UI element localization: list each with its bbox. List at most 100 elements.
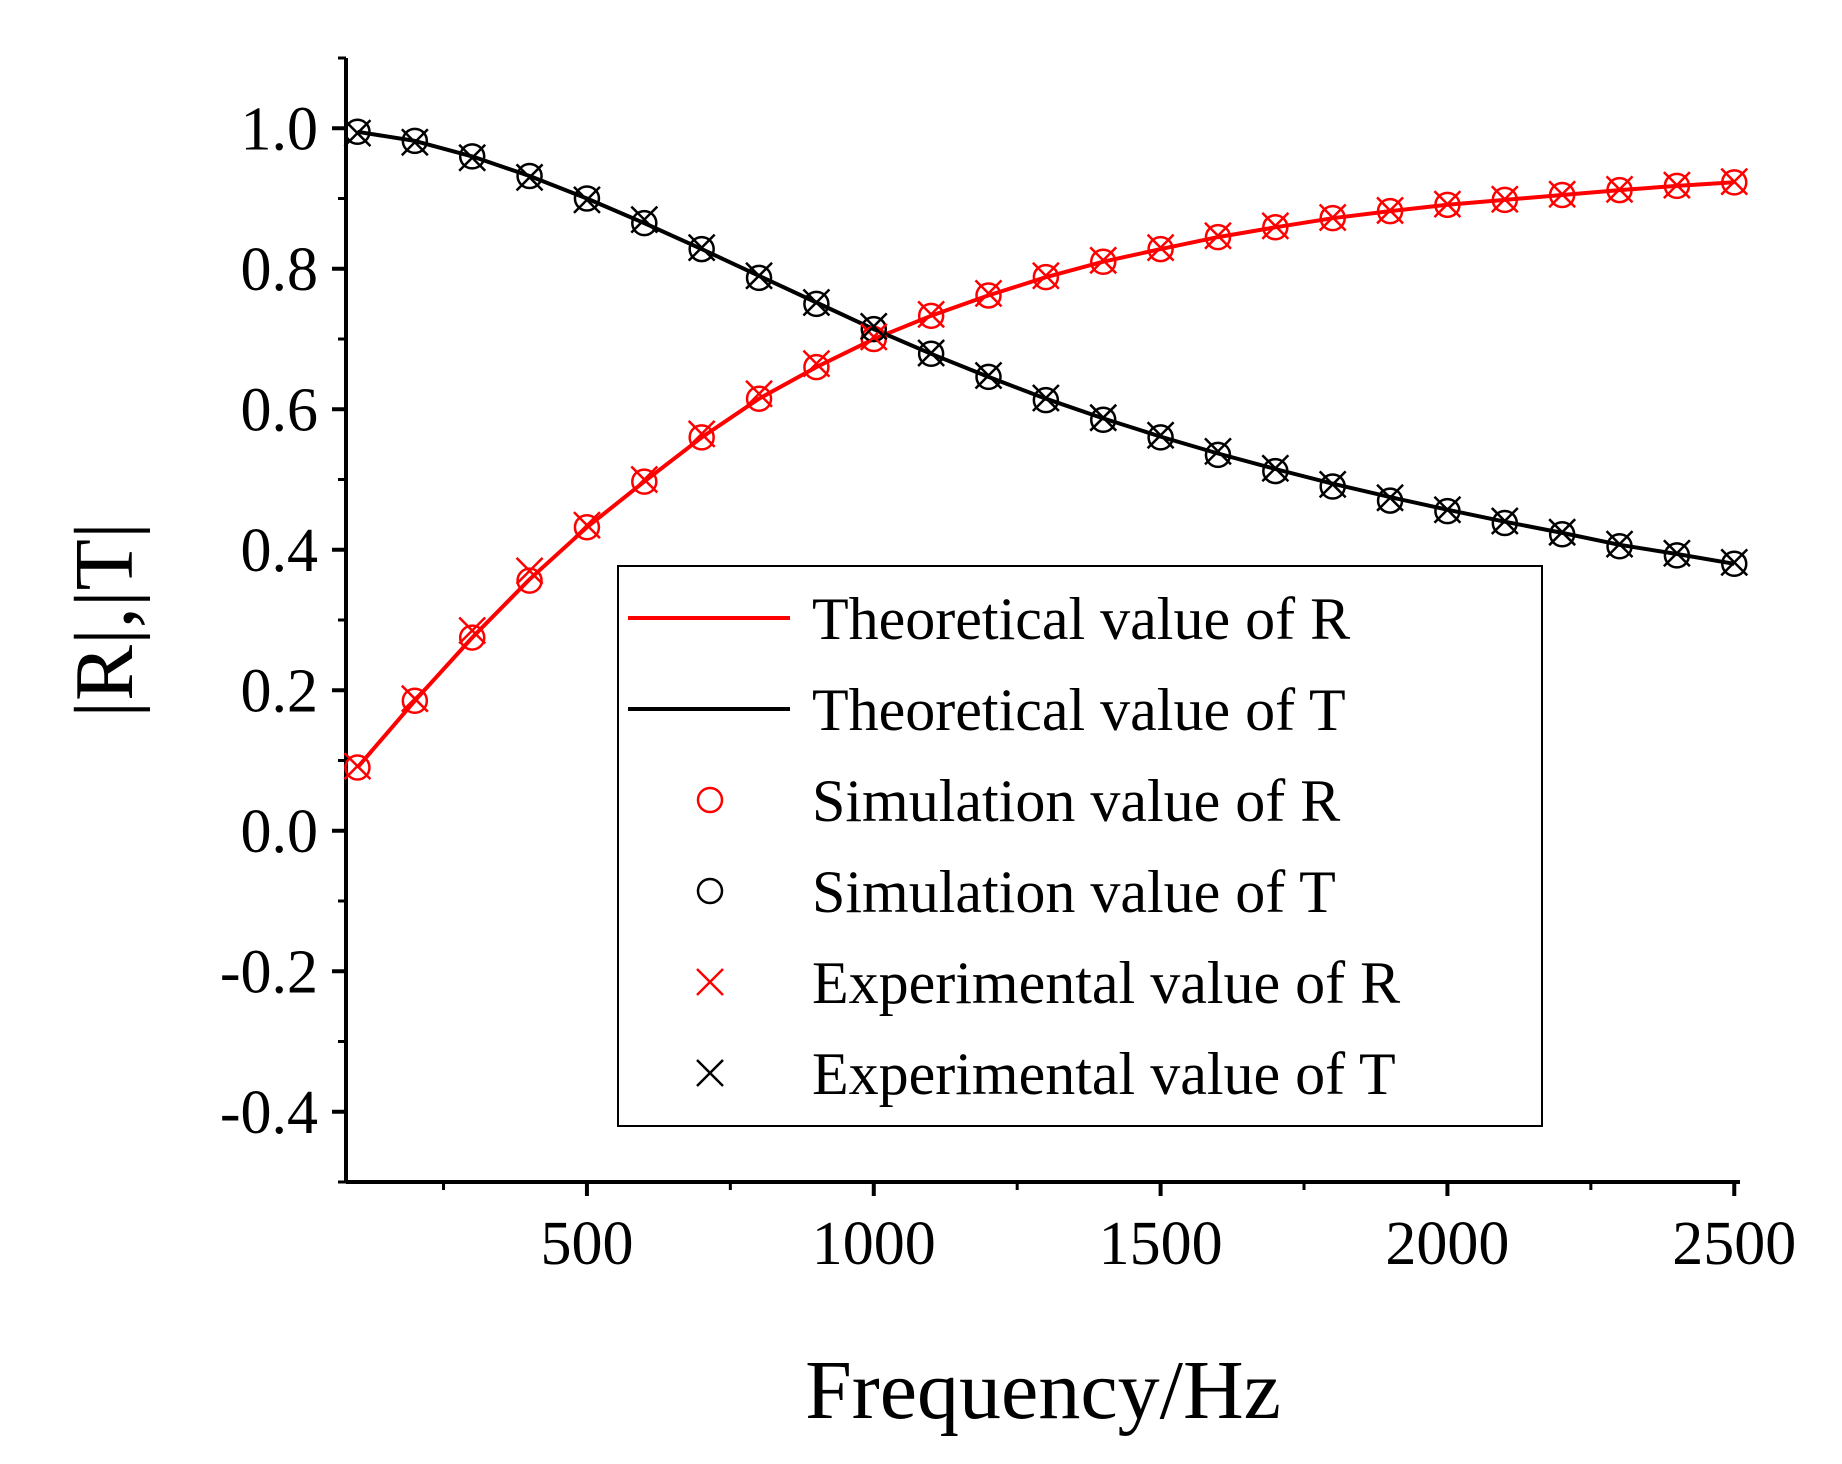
y-tick-label: 0.8 — [241, 236, 319, 304]
cross-stroke — [343, 119, 372, 148]
data-point-circle — [1147, 235, 1174, 263]
cross-stroke — [458, 616, 487, 645]
data-point-cross — [1663, 171, 1691, 200]
series-experimental-value-of-t — [343, 119, 1749, 577]
data-point-circle — [401, 127, 429, 155]
data-point-cross — [515, 556, 544, 585]
axes: -0.4 -0.2 0.0 0.2 0.4 0.6 0.8 1.0 500 1000 1500 200… — [220, 56, 1796, 1278]
legend-box — [617, 565, 1543, 1127]
series-simulation-value-of-t — [344, 118, 1748, 578]
legend: Theoretical value of R Theoretical value … — [617, 565, 1543, 1127]
data-point-cross — [343, 752, 372, 781]
data-point-cross — [1605, 530, 1634, 559]
cross-stroke — [1376, 196, 1404, 225]
cross-stroke — [1089, 403, 1118, 432]
cross-stroke — [974, 361, 1003, 390]
cross-stroke — [1433, 190, 1462, 219]
data-point-cross — [1031, 261, 1060, 290]
data-point-cross — [400, 684, 429, 713]
data-point-circle — [1548, 181, 1576, 209]
cross-stroke — [343, 752, 372, 781]
cross-stroke — [400, 128, 429, 157]
cross-stroke — [573, 186, 601, 214]
x-tick-label: 1500 — [1099, 1210, 1223, 1278]
data-point-cross — [1376, 196, 1404, 225]
data-point-cross — [1605, 175, 1634, 204]
series-simulation-value-of-r — [344, 169, 1748, 781]
data-point-cross — [630, 205, 659, 234]
cross-stroke — [1146, 233, 1175, 262]
data-point-cross — [859, 312, 888, 341]
cross-stroke — [687, 419, 716, 448]
data-point-circle — [1663, 172, 1691, 200]
legend-cross-swatch — [696, 968, 724, 996]
x-tick-label: 2500 — [1672, 1210, 1796, 1278]
data-point-circle — [688, 424, 715, 451]
y-tick-label: 0.4 — [241, 517, 319, 585]
data-point-cross — [1318, 470, 1347, 499]
data-point-circle — [803, 353, 830, 381]
data-point-cross — [1089, 403, 1118, 432]
data-point-circle — [975, 282, 1002, 309]
legend-item: Experimental value of T — [696, 1041, 1396, 1107]
cross-stroke — [859, 323, 888, 351]
data-point-cross — [802, 349, 831, 378]
cross-stroke — [745, 379, 773, 408]
data-point-cross — [1031, 384, 1060, 412]
data-point-cross — [1261, 454, 1290, 483]
data-point-cross — [1204, 221, 1232, 250]
data-point-cross — [400, 128, 429, 157]
data-point-circle — [458, 143, 486, 170]
legend-circle-swatch — [696, 877, 724, 905]
cross-stroke — [1204, 221, 1232, 250]
y-tick-label: 0.2 — [241, 657, 319, 725]
cross-stroke — [573, 511, 601, 540]
cross-stroke — [696, 1059, 724, 1087]
data-point-cross — [687, 419, 716, 448]
data-point-cross — [1663, 539, 1691, 568]
data-point-circle — [745, 385, 773, 412]
data-point-circle — [1319, 473, 1346, 500]
cross-stroke — [1490, 185, 1519, 214]
data-point-circle — [1721, 169, 1748, 196]
data-point-cross — [745, 379, 773, 408]
data-point-cross — [1089, 246, 1118, 275]
cross-stroke — [1261, 454, 1290, 483]
data-point-cross — [458, 616, 487, 645]
data-point-cross — [1204, 437, 1232, 466]
data-point-circle — [1491, 509, 1519, 537]
plot-area — [343, 118, 1749, 781]
legend-item: Simulation value of R — [696, 768, 1340, 834]
cross-stroke — [1031, 261, 1060, 290]
data-point-circle — [745, 264, 773, 292]
cross-stroke — [1146, 421, 1175, 450]
data-point-cross — [1720, 167, 1749, 196]
data-point-circle — [1089, 248, 1117, 275]
data-point-circle — [516, 567, 543, 594]
data-point-cross — [1548, 180, 1577, 209]
cross-stroke — [1089, 246, 1118, 275]
cross-stroke — [687, 233, 716, 262]
data-point-circle — [401, 687, 429, 715]
data-point-cross — [1318, 203, 1347, 232]
data-point-cross — [1433, 190, 1462, 219]
cross-stroke — [974, 279, 1003, 308]
data-point-circle — [1663, 542, 1691, 569]
data-point-cross — [687, 233, 716, 262]
legend-item: Theoretical value of T — [628, 677, 1346, 743]
data-point-circle — [1548, 521, 1576, 548]
cross-stroke — [1318, 470, 1347, 499]
cross-stroke — [1720, 167, 1749, 196]
cross-stroke — [917, 300, 946, 329]
data-point-cross — [917, 339, 946, 367]
data-point-circle — [1204, 223, 1232, 251]
cross-stroke — [1548, 518, 1577, 547]
data-point-cross — [1490, 185, 1519, 214]
x-tick-label: 1000 — [812, 1210, 936, 1278]
series-experimental-value-of-r — [343, 167, 1749, 781]
data-point-circle — [688, 235, 715, 263]
legend-label: Experimental value of R — [812, 950, 1400, 1016]
y-tick-label: 0.0 — [241, 798, 319, 866]
y-tick-label: 1.0 — [241, 95, 319, 163]
legend-item: Simulation value of T — [696, 859, 1336, 925]
